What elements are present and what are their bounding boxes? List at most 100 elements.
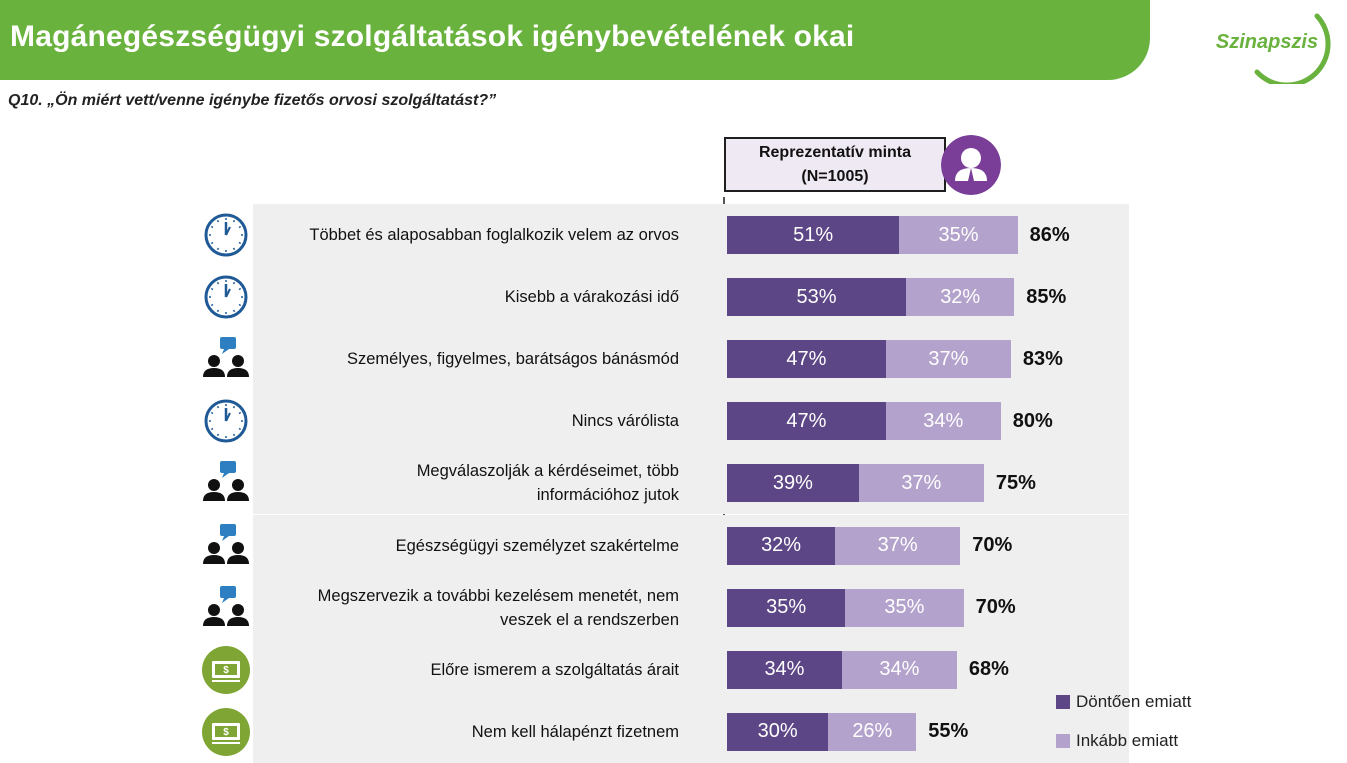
bar-value-label: 32% (761, 534, 802, 556)
total-label: 75% (995, 471, 1036, 494)
page-title: Magánegészségügyi szolgáltatások igénybe… (10, 20, 855, 53)
bar-dontoen: 32% (727, 526, 836, 565)
bar-value-label: 47% (786, 347, 827, 370)
bar-inkabb: 34% (885, 402, 1001, 441)
bar-inkabb: 35% (845, 588, 964, 627)
people-chat-icon (200, 333, 252, 385)
bar-value-label: 34% (764, 658, 805, 681)
category-label-text: Megválaszolják a kérdéseimet, több inform… (417, 459, 679, 507)
category-label-text: Előre ismerem a szolgáltatás árait (430, 658, 679, 682)
bar-value-label: 32% (940, 285, 981, 308)
people-chat-icon (200, 457, 252, 509)
bar-inkabb: 26% (828, 712, 917, 751)
category-label-line: veszek el a rendszerben (500, 610, 679, 629)
category-label: Megválaszolják a kérdéseimet, több inform… (239, 452, 679, 514)
bar-value-label: 37% (901, 471, 942, 494)
category-label-line: Kisebb a várakozási idő (504, 288, 679, 307)
total-label: 68% (968, 658, 1009, 681)
sample-box: Reprezentatív minta (N=1005) (724, 137, 946, 192)
person-icon (941, 135, 1001, 195)
bar-dontoen: 39% (727, 464, 859, 503)
bar-value-label: 30% (757, 720, 798, 743)
bar-dontoen: 51% (727, 216, 900, 254)
total-label: 80% (1012, 409, 1053, 432)
total-label: 70% (975, 596, 1016, 619)
bar-dontoen: 53% (727, 278, 907, 317)
category-label-line: Többet és alaposabban foglalkozik velem … (309, 226, 679, 244)
legend-swatch-light (1056, 734, 1070, 748)
category-label: Személyes, figyelmes, barátságos bánásmó… (239, 328, 679, 390)
category-label-text: Személyes, figyelmes, barátságos bánásmó… (347, 347, 679, 371)
svg-text:$: $ (223, 665, 229, 676)
category-label-text: Nem kell hálapénzt fizetnem (472, 720, 679, 744)
category-label-text: Többet és alaposabban foglalkozik velem … (309, 223, 679, 247)
bar-inkabb: 35% (899, 216, 1018, 254)
bar-value-label: 51% (793, 223, 834, 246)
category-label: Előre ismerem a szolgáltatás árait (239, 639, 679, 701)
logo-text: Szinapszis (1216, 31, 1318, 53)
category-label-line: információhoz jutok (536, 486, 679, 505)
bar-value-label: 37% (928, 347, 969, 370)
total-label: 55% (928, 720, 969, 743)
bar-dontoen: 47% (727, 340, 886, 379)
total-label: 85% (1026, 285, 1067, 308)
szinapszis-logo: Szinapszis (1216, 13, 1331, 84)
row-background (253, 700, 1129, 763)
people-chat-icon (200, 520, 252, 572)
category-label-text: Nincs várólista (572, 409, 679, 433)
bar-inkabb: 37% (835, 526, 961, 565)
bar-value-label: 47% (786, 409, 827, 432)
bar-value-label: 26% (852, 720, 893, 743)
bar-value-label: 35% (884, 596, 925, 619)
bar-dontoen: 34% (727, 650, 842, 689)
category-label-line: Egészségügyi személyzet szakértelme (395, 536, 679, 555)
category-label-line: Személyes, figyelmes, barátságos bánásmó… (347, 350, 679, 369)
bar-inkabb: 34% (841, 650, 957, 689)
bar-inkabb: 37% (858, 464, 984, 503)
category-label-text: Megszervezik a további kezelésem menetét… (318, 584, 679, 632)
category-label: Egészségügyi személyzet szakértelme (239, 515, 679, 577)
clock-icon (200, 395, 252, 447)
bar-value-label: 35% (938, 223, 979, 246)
legend-item-light: Inkább emiatt (1056, 731, 1178, 751)
total-label: 83% (1022, 347, 1063, 370)
bar-value-label: 35% (766, 596, 807, 619)
question-text: Q10. „Ön miért vett/venne igénybe fizető… (8, 92, 497, 109)
bar-value-label: 34% (923, 409, 964, 432)
legend-label-light: Inkább emiatt (1076, 731, 1179, 750)
category-label-line: Megszervezik a további kezelésem menetét… (317, 586, 679, 605)
bar-value-label: 39% (772, 471, 813, 494)
category-label-line: Nincs várólista (571, 412, 679, 431)
category-label-text: Egészségügyi személyzet szakértelme (396, 534, 679, 558)
bar-inkabb: 37% (885, 340, 1011, 379)
row-background (253, 514, 1129, 577)
sample-size: (N=1005) (801, 168, 869, 185)
row-background (253, 576, 1129, 639)
total-label: 70% (972, 534, 1013, 556)
bar-dontoen: 47% (727, 402, 886, 441)
bar-value-label: 34% (879, 658, 920, 681)
people-chat-icon (200, 582, 252, 634)
clock-icon (200, 209, 252, 261)
svg-text:$: $ (223, 727, 229, 738)
total-label: 86% (1029, 223, 1070, 246)
bar-dontoen: 30% (727, 712, 829, 751)
bar-inkabb: 32% (906, 278, 1015, 317)
bar-dontoen: 35% (727, 588, 846, 627)
bar-value-label: 37% (877, 534, 918, 556)
clock-icon (200, 271, 252, 323)
category-label-line: Nem kell hálapénzt fizetnem (471, 722, 679, 741)
money-icon: $ (200, 644, 252, 696)
legend-swatch-dark (1056, 695, 1070, 709)
row-background (253, 638, 1129, 701)
category-label-text: Kisebb a várakozási idő (505, 285, 679, 309)
category-label-line: Előre ismerem a szolgáltatás árait (430, 660, 679, 679)
money-icon: $ (200, 706, 252, 758)
bar-value-label: 53% (796, 285, 837, 308)
category-label: Kisebb a várakozási idő (239, 266, 679, 328)
legend-label-dark: Döntően emiatt (1076, 692, 1192, 711)
category-label: Nincs várólista (239, 390, 679, 452)
category-label: Nem kell hálapénzt fizetnem (239, 701, 679, 763)
category-label: Többet és alaposabban foglalkozik velem … (239, 204, 679, 266)
category-label-line: Megválaszolják a kérdéseimet, több (416, 462, 679, 481)
